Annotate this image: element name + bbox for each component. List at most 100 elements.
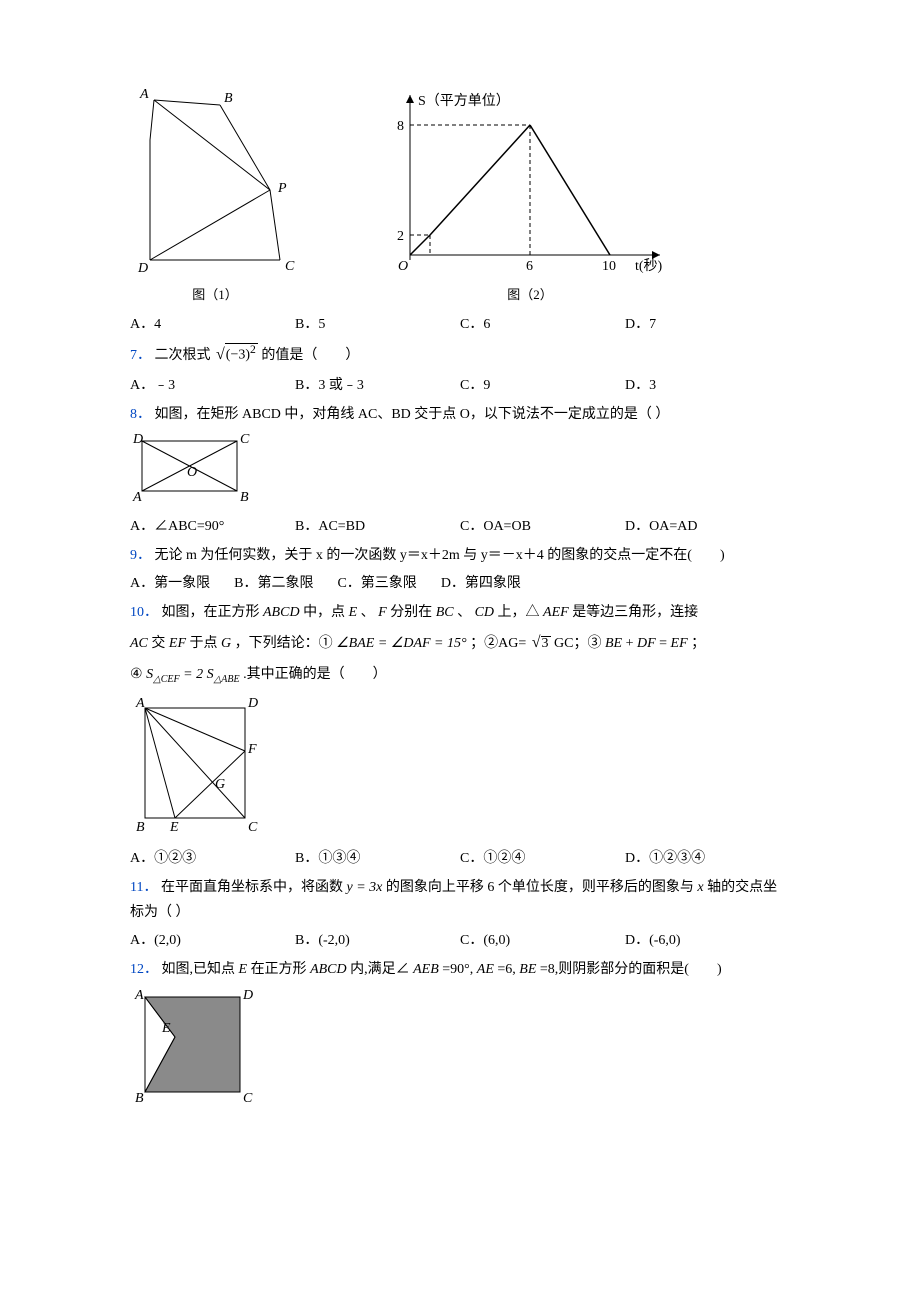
q10-lblA: A [135,696,145,711]
fig2-x6: 6 [526,259,533,274]
q12-lblA: A [134,988,144,1003]
q8-opt-C[interactable]: C．OA=OB [460,515,625,535]
q6-opt-B[interactable]: B．5 [295,313,460,333]
q10-plus: + [626,636,634,651]
q7-stem: 7． 二次根式 √(−3)2 的值是（ ） [130,341,790,370]
q10-sqrt3: √3 [530,629,551,658]
q12-lblE: E [161,1021,171,1036]
fig2-y2: 2 [397,229,404,244]
q7-opt-B[interactable]: B．3 或﹣3 [295,374,460,394]
q11-ta: 在平面直角坐标系中，将函数 [161,880,347,895]
q10-eq: = [659,636,667,651]
q8-opt-D[interactable]: D．OA=AD [625,515,790,535]
fig2-O: O [398,259,408,274]
q7-opt-C[interactable]: C．9 [460,374,625,394]
q9-opt-B[interactable]: B．第二象限 [234,572,313,592]
q10-t2h: GC；③ [554,636,601,651]
q10-t2d: 于点 [190,636,218,651]
q10-t1c: 中，点 [303,605,345,620]
q10-F: F [378,605,387,620]
q7-opt-A[interactable]: A．﹣3 [130,374,295,394]
q8-C: C [240,432,250,447]
q6-opt-C[interactable]: C．6 [460,313,625,333]
fig2-S-label: S（平方单位） [418,93,510,109]
q12-figure: A D E B C [130,987,260,1107]
q10-G: G [221,636,231,651]
q12-te: =6, [497,962,515,977]
q7-text-before: 二次根式 [155,348,211,363]
q12-lblD: D [242,988,253,1003]
q8-options: A．∠ABC=90° B．AC=BD C．OA=OB D．OA=AD [130,515,790,535]
q11-opt-C[interactable]: C．(6,0) [460,929,625,949]
q10-t1e: 、 [361,605,375,620]
fig1-label-C: C [285,259,295,274]
q10-semi: ； [691,636,705,651]
q10-t1i: 、 [457,605,471,620]
q10-lblC: C [248,820,258,835]
q12-number: 12． [130,962,158,977]
q12-ABCD: ABCD [310,962,347,977]
q9-opt-D[interactable]: D．第四象限 [441,572,521,592]
q11-options: A．(2,0) B．(-2,0) C．(6,0) D．(-6,0) [130,929,790,949]
q8-opt-B[interactable]: B．AC=BD [295,515,460,535]
q7-sqrt-body: (−3) [226,348,250,363]
fig1-label-P: P [277,181,287,196]
q11-opt-B[interactable]: B．(-2,0) [295,929,460,949]
fig2-y8: 8 [397,119,404,134]
q10-ABCD: ABCD [263,605,300,620]
question6-figures: A B P C D 图（1） [130,80,790,303]
q9-number: 9． [130,548,151,563]
q6-opt-D[interactable]: D．7 [625,313,790,333]
q10-AC: AC [130,636,148,651]
q7-options: A．﹣3 B．3 或﹣3 C．9 D．3 [130,374,790,394]
q8-number: 8． [130,407,151,422]
q11-opt-D[interactable]: D．(-6,0) [625,929,790,949]
q10-CD: CD [475,605,494,620]
q11-stem: 11． 在平面直角坐标系中，将函数 y = 3x 的图象向上平移 6 个单位长度… [130,875,790,925]
q12-BEv: BE [519,962,536,977]
q12-AEB: AEB [413,962,439,977]
q10-line2: AC 交 EF 于点 G ，下列结论：① ∠BAE = ∠DAF = 15° ；… [130,629,790,658]
q10-tail: .其中正确的是（ ） [243,667,387,682]
q10-opt-A[interactable]: A．①②③ [130,847,295,867]
q10-figure: A D F G B E C [130,693,260,838]
q10-opt-D[interactable]: D．①②③④ [625,847,790,867]
q6-options: A．4 B．5 C．6 D．7 [130,313,790,333]
q11-opt-A[interactable]: A．(2,0) [130,929,295,949]
q12-lblB: B [135,1091,144,1106]
figure-2-svg: S（平方单位） 8 2 O 6 10 t(秒) [380,80,680,280]
q12-td: =90°, [442,962,473,977]
q9-options: A．第一象限 B．第二象限 C．第三象限 D．第四象限 [130,572,790,592]
q10-S1sub: △CEF [153,674,180,685]
q8-stem: 8． 如图，在矩形 ABCD 中，对角线 AC、BD 交于点 O，以下说法不一定… [130,402,790,427]
figure-1-svg: A B P C D [130,80,300,280]
figure-2-caption: 图（2） [507,284,553,303]
q10-line1: 10． 如图，在正方形 ABCD 中，点 E 、 F 分别在 BC 、 CD 上… [130,600,790,625]
q10-options: A．①②③ B．①③④ C．①②④ D．①②③④ [130,847,790,867]
q8-figure: D C A B O [130,431,250,506]
q10-t1g: 分别在 [390,605,432,620]
q10-t1a: 如图，在正方形 [162,605,260,620]
figure-1-caption: 图（1） [192,284,238,303]
q8-opt-A[interactable]: A．∠ABC=90° [130,515,295,535]
q7-text-after: 的值是（ ） [261,348,359,363]
q11-x: x [697,880,703,895]
q9-opt-A[interactable]: A．第一象限 [130,572,210,592]
fig2-x10: 10 [602,259,616,274]
q8-B: B [240,490,249,505]
q10-opt-C[interactable]: C．①②④ [460,847,625,867]
q9-opt-C[interactable]: C．第三象限 [337,572,416,592]
q8-O: O [187,465,197,480]
q12-stem: 12． 如图,已知点 E 在正方形 ABCD 内,满足∠ AEB =90°, A… [130,957,790,982]
q10-lblG: G [215,777,225,792]
q12-tf: =8,则阴影部分的面积是( ) [540,962,722,977]
fig1-label-B: B [224,91,233,106]
q10-opt-B[interactable]: B．①③④ [295,847,460,867]
q10-S2sub: △ABE [214,674,240,685]
q7-opt-D[interactable]: D．3 [625,374,790,394]
q11-tb: 的图象向上平移 6 个单位长度，则平移后的图象与 [386,880,698,895]
figure-2-block: S（平方单位） 8 2 O 6 10 t(秒) 图（2） [380,80,680,303]
q7-sqrt: √(−3)2 [214,341,258,370]
q6-opt-A[interactable]: A．4 [130,313,295,333]
q7-number: 7． [130,348,151,363]
